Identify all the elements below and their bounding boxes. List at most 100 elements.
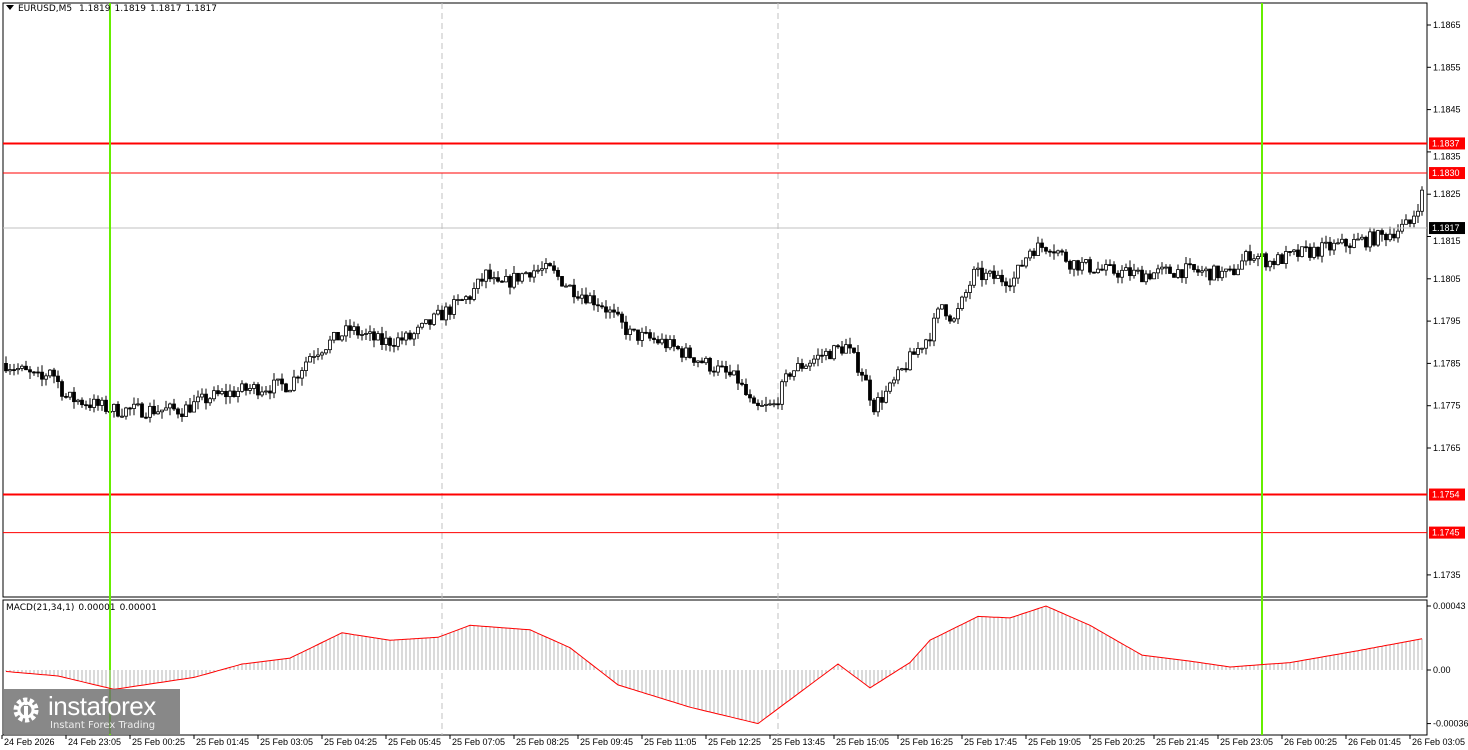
time-tick-label: 25 Feb 09:45	[580, 737, 633, 747]
candle	[716, 365, 720, 373]
candle	[488, 269, 492, 280]
candle	[368, 331, 372, 334]
candle	[332, 332, 336, 341]
candle	[432, 313, 436, 325]
candle	[944, 304, 948, 317]
candle	[1372, 231, 1376, 246]
candle	[444, 306, 448, 321]
time-tick-label: 25 Feb 00:25	[132, 737, 185, 747]
candle	[1304, 246, 1308, 249]
candle	[816, 354, 820, 360]
candle	[76, 399, 80, 403]
candle	[1276, 254, 1280, 266]
candle	[100, 399, 104, 406]
candle	[580, 294, 584, 299]
candle	[1204, 268, 1208, 272]
candle	[1344, 238, 1348, 247]
candle	[912, 351, 916, 355]
candle	[1296, 249, 1300, 257]
candle	[756, 402, 760, 407]
candle	[800, 363, 804, 369]
candle	[1416, 210, 1420, 217]
candle	[720, 365, 724, 368]
candle	[1252, 258, 1256, 261]
candle	[144, 416, 148, 419]
candle	[956, 308, 960, 320]
symbol-label: EURUSD,M5	[18, 4, 73, 14]
dropdown-triangle-icon[interactable]	[6, 5, 14, 10]
candle	[120, 415, 124, 418]
candle	[260, 391, 264, 396]
candle	[1248, 251, 1252, 261]
candle	[372, 331, 376, 341]
candle	[652, 337, 656, 340]
candle	[1096, 268, 1100, 274]
candle	[920, 347, 924, 350]
candle	[132, 403, 136, 409]
candle	[992, 270, 996, 279]
candle	[936, 308, 940, 319]
candle	[724, 366, 728, 373]
candle	[1368, 231, 1372, 248]
candle	[116, 403, 120, 417]
candle	[380, 333, 384, 345]
candle	[796, 363, 800, 372]
candle	[1328, 241, 1332, 251]
candle	[996, 274, 1000, 279]
candle	[520, 273, 524, 282]
candle	[1412, 215, 1416, 224]
candle	[644, 331, 648, 334]
candle	[388, 337, 392, 346]
candle	[16, 368, 20, 371]
gear-logo-icon	[13, 697, 39, 723]
candle	[204, 393, 208, 404]
candle	[672, 339, 676, 347]
candle	[700, 360, 704, 364]
candle	[1264, 253, 1268, 268]
candle	[296, 376, 300, 379]
watermark-tagline: Instant Forex Trading	[50, 720, 156, 731]
candle	[776, 403, 780, 406]
candle	[792, 370, 796, 377]
instaforex-watermark: instaforex Instant Forex Trading	[4, 689, 180, 734]
candle	[200, 393, 204, 398]
candle	[596, 304, 600, 307]
candle	[668, 339, 672, 349]
macd-name: MACD(21,34,1)	[6, 603, 75, 613]
candle	[1272, 260, 1276, 266]
candle	[556, 269, 560, 277]
candle	[288, 389, 292, 393]
candle	[516, 272, 520, 282]
candle	[1016, 264, 1020, 279]
time-tick-label: 26 Feb 00:25	[1284, 737, 1337, 747]
candle	[704, 357, 708, 364]
candle	[84, 404, 88, 407]
candle	[456, 299, 460, 301]
candle	[1164, 266, 1168, 269]
candle	[1300, 246, 1304, 257]
candle	[400, 337, 404, 341]
candle	[924, 339, 928, 349]
level-price-value: 1.1830	[1432, 168, 1460, 178]
candle	[964, 292, 968, 298]
candle	[1044, 247, 1048, 252]
candle	[256, 384, 260, 396]
candle	[828, 350, 832, 360]
level-price-tag	[1429, 526, 1465, 539]
candle	[1384, 233, 1388, 241]
candle	[1244, 251, 1248, 262]
candle	[1072, 260, 1076, 270]
candle	[1056, 250, 1060, 254]
candle	[1352, 239, 1356, 248]
candle	[1052, 251, 1056, 254]
candle	[448, 306, 452, 315]
candle	[492, 277, 496, 280]
candle	[1088, 259, 1092, 273]
price-tick-label: 1.1835	[1433, 151, 1461, 161]
time-tick-label: 26 Feb 01:45	[1348, 737, 1401, 747]
candle	[876, 397, 880, 413]
candle	[692, 357, 696, 363]
candle	[648, 332, 652, 339]
level-price-tag	[1429, 167, 1465, 180]
